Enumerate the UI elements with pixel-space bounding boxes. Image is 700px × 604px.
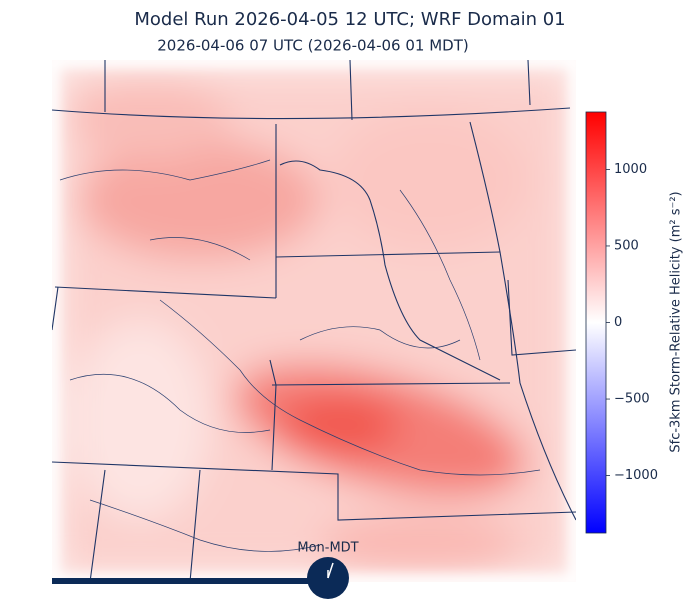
colorbar-tick-label: 0 (614, 315, 622, 330)
helicity-field (60, 70, 570, 575)
colorbar-tick-label: −1000 (614, 468, 658, 483)
colorbar-tick-label: 1000 (614, 162, 647, 177)
colorbar-tick-label: −500 (614, 392, 650, 407)
rivers (59, 159, 541, 552)
colorbar-label: Sfc-3km Storm-Relative Helicity (m² s⁻²) (669, 191, 684, 452)
borders (52, 60, 576, 582)
colorbar-tick-label: 500 (614, 238, 639, 253)
clock-hand (327, 562, 334, 579)
map (52, 60, 576, 582)
timeline-label: Mon-MDT (297, 541, 358, 556)
subtitle: 2026-04-06 07 UTC (2026-04-06 01 MDT) (157, 37, 468, 55)
colorbar (585, 111, 607, 534)
timeline-bar (52, 578, 330, 584)
title: Model Run 2026-04-05 12 UTC; WRF Domain … (134, 9, 565, 30)
